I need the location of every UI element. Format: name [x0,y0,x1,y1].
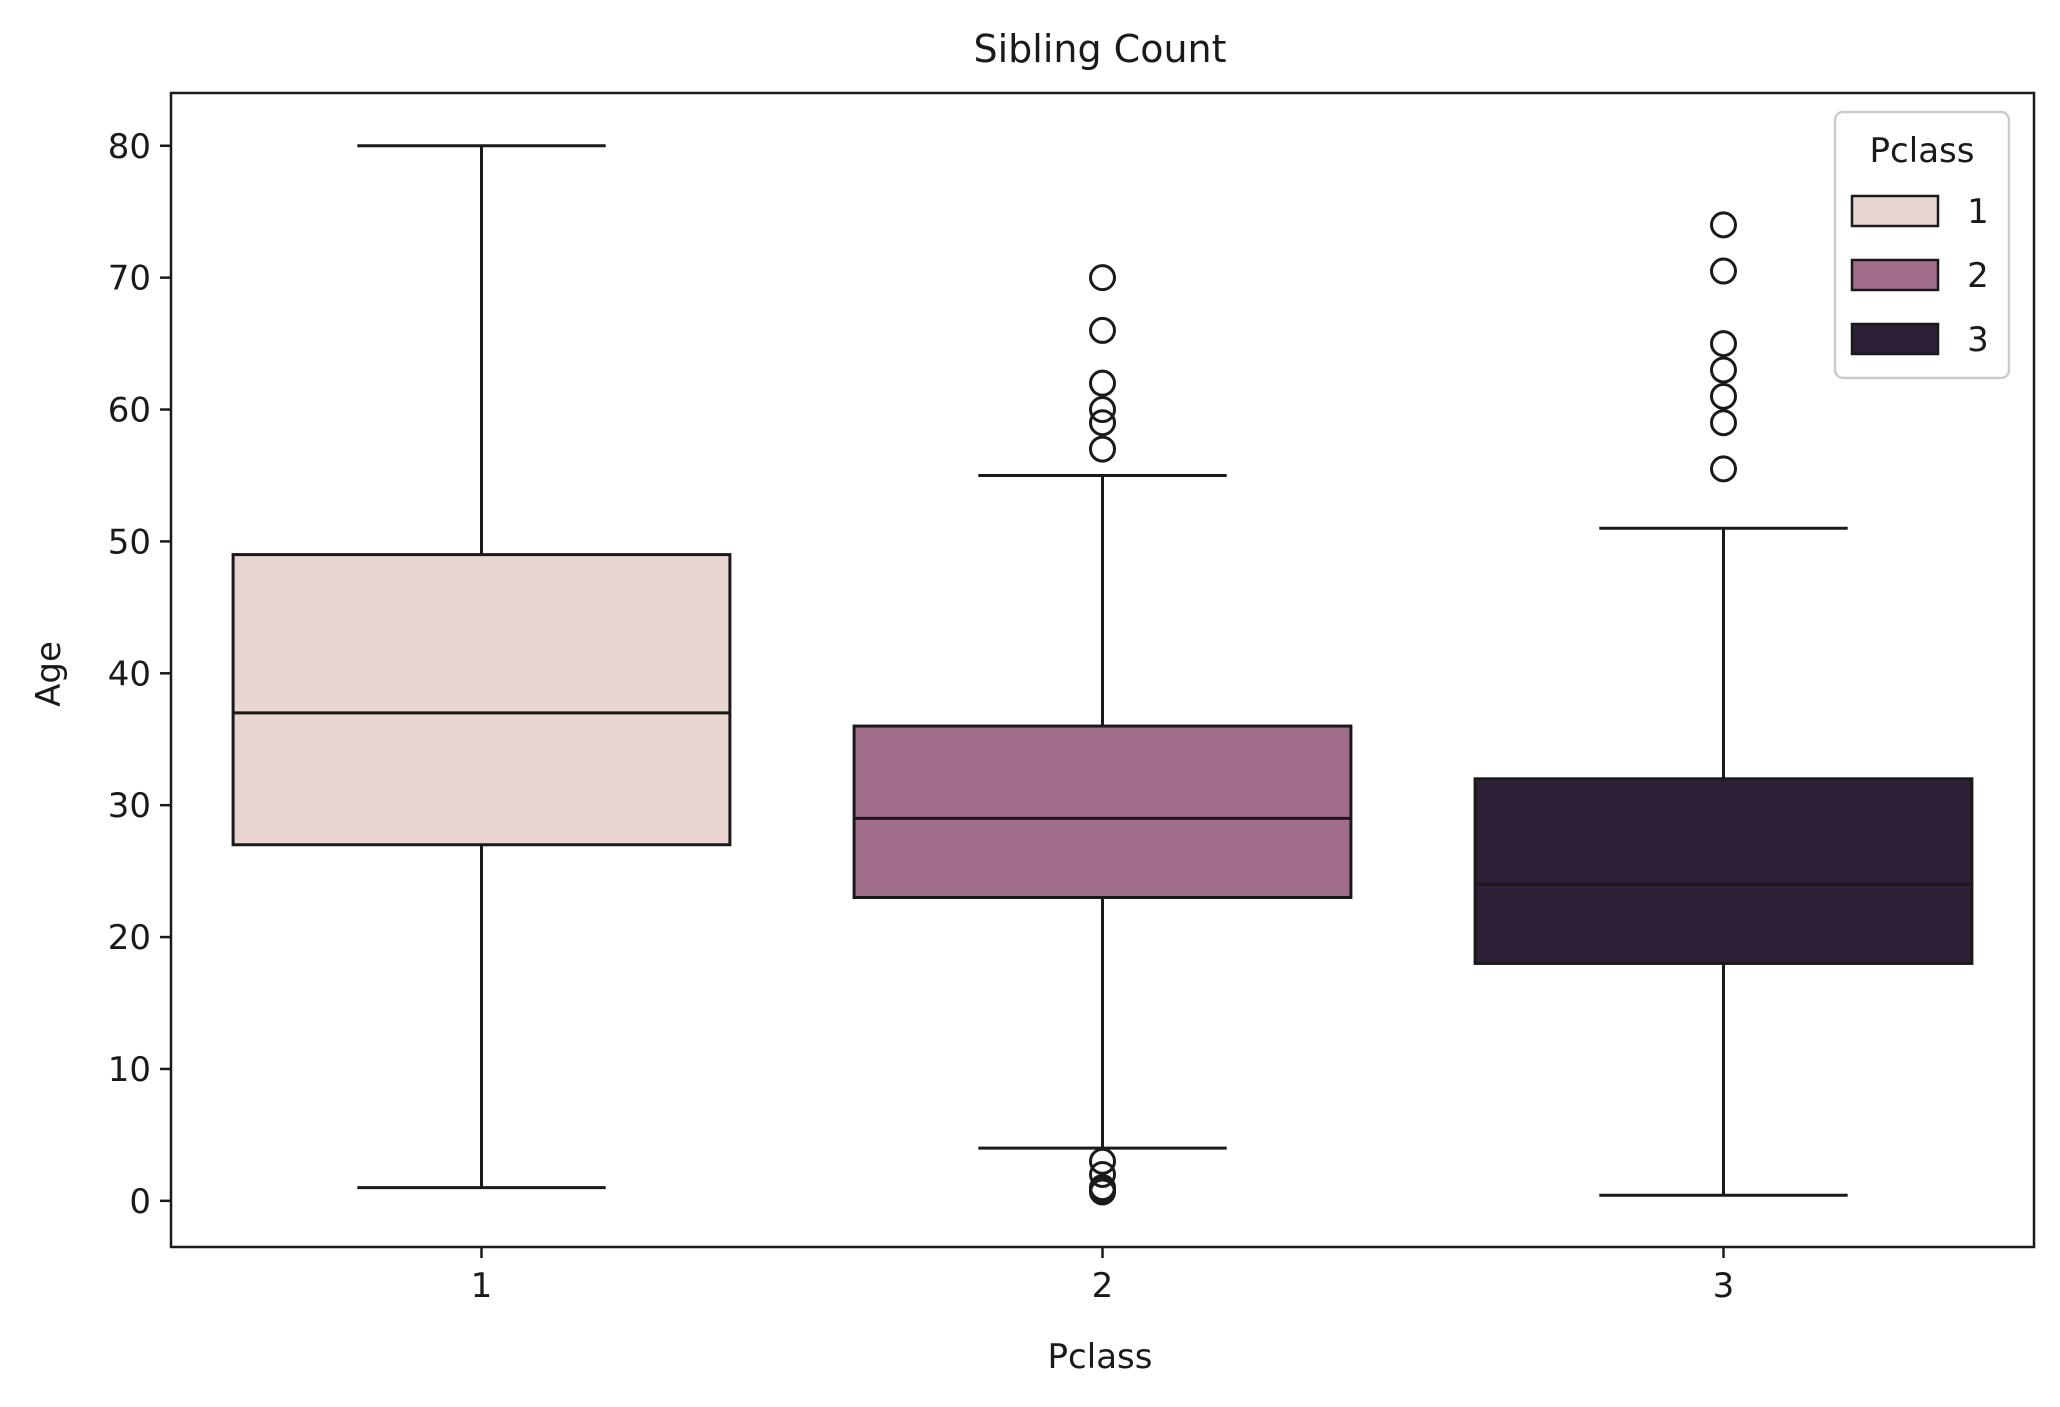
legend-swatch-3 [1850,322,1940,356]
outlier-point [1710,382,1737,410]
outlier-point [1089,435,1116,463]
outlier-point [1089,396,1116,424]
x-tick-label: 2 [1092,1266,1114,1306]
chart-title: Sibling Count [973,27,1226,71]
legend: Pclass 1 2 3 [1833,110,2011,380]
outlier-point [1089,316,1116,344]
x-tick-label: 3 [1713,1266,1735,1306]
box-group-pclass-1 [231,144,732,1190]
x-tick-label: 1 [471,1266,493,1306]
outlier-point [1710,211,1737,239]
outlier-point [1089,1147,1116,1175]
outlier-point [1710,330,1737,358]
outlier-point [1710,455,1737,483]
outlier-point [1710,356,1737,384]
outlier-point [1089,264,1116,292]
x-axis-label: Pclass [1048,1337,1153,1377]
y-tick-label: 0 [129,1182,151,1222]
y-tick-label: 30 [108,786,151,826]
outlier-point [1089,369,1116,397]
plot-area [231,144,1974,1206]
outlier-point [1089,1178,1116,1206]
iqr-box [231,553,732,847]
y-tick-label: 10 [108,1050,151,1090]
legend-label-3: 3 [1967,320,1989,360]
y-tick-label: 20 [108,918,151,958]
outlier-point [1089,1160,1116,1188]
legend-frame [1833,110,2011,380]
legend-label-2: 2 [1967,256,1989,296]
legend-swatch-1 [1850,194,1940,228]
outlier-point [1710,409,1737,437]
legend-title: Pclass [1870,131,1975,171]
y-axis-label: Age [29,641,69,707]
legend-swatch-2 [1850,258,1940,292]
outlier-point [1089,409,1116,437]
outlier-point [1710,257,1737,285]
box-group-pclass-3 [1473,211,1974,1197]
y-tick-label: 60 [108,391,151,431]
box-group-pclass-2 [852,264,1353,1206]
iqr-box [1473,777,1974,965]
y-tick-label: 80 [108,127,151,167]
legend-label-1: 1 [1967,192,1989,232]
y-tick-label: 50 [108,522,151,562]
y-tick-label: 70 [108,259,151,299]
y-tick-label: 40 [108,654,151,694]
iqr-box [852,724,1353,900]
